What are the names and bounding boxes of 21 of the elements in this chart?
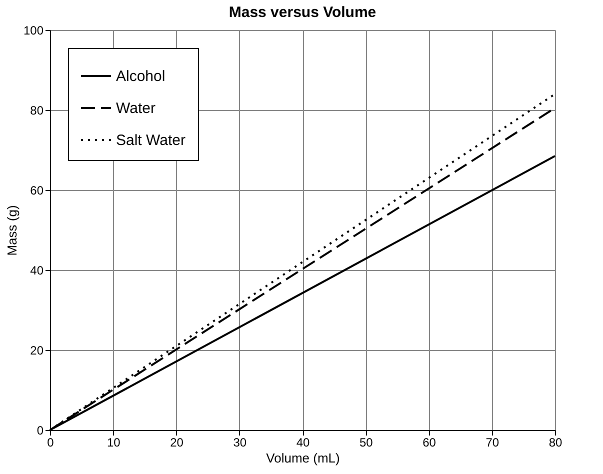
y-tick-label: 60: [30, 184, 44, 198]
x-axis-title: Volume (mL): [266, 450, 340, 466]
x-tick-label: 0: [47, 436, 54, 450]
y-tick-label: 40: [30, 264, 44, 278]
x-tick-label: 40: [296, 436, 310, 450]
x-tick-label: 80: [548, 436, 562, 450]
y-tick-label: 20: [30, 344, 44, 358]
legend-label: Salt Water: [116, 132, 186, 149]
chart-title: Mass versus Volume: [228, 4, 376, 21]
x-tick-label: 10: [106, 436, 121, 450]
x-tick-label: 30: [233, 436, 247, 450]
y-tick-label: 80: [30, 104, 44, 118]
y-axis-title: Mass (g): [4, 205, 20, 256]
x-tick-label: 70: [486, 436, 500, 450]
legend-label: Alcohol: [116, 68, 166, 85]
y-tick-label: 100: [23, 24, 44, 38]
x-tick-label: 50: [359, 436, 374, 450]
x-tick-label: 60: [422, 436, 436, 450]
x-tick-label: 20: [170, 436, 184, 450]
legend-label: Water: [116, 100, 156, 117]
y-tick-label: 0: [36, 424, 44, 438]
